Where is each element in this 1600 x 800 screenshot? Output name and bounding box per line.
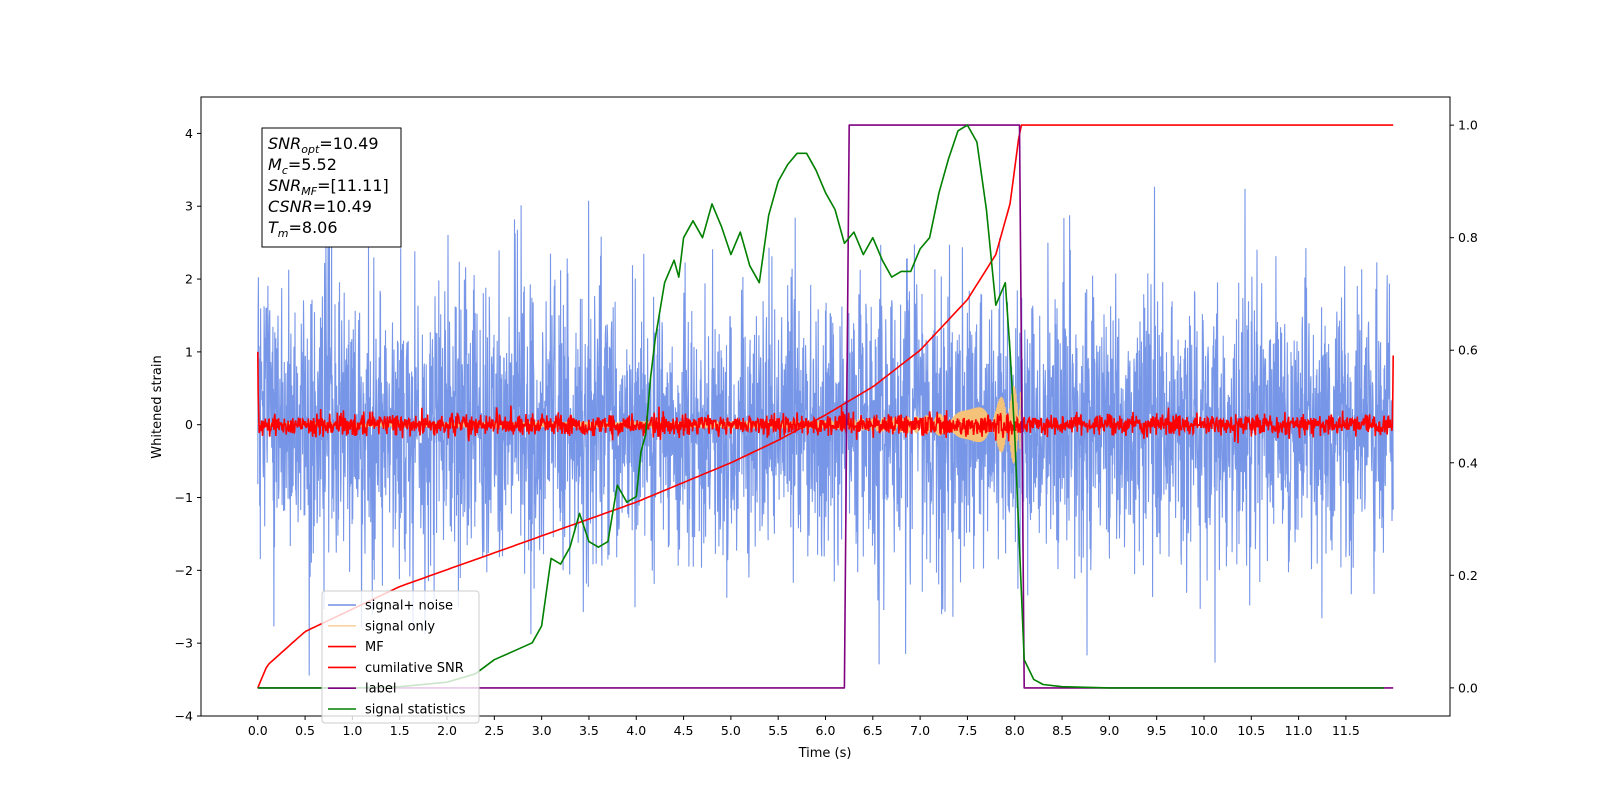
x-tick-label: 9.0 [1099, 723, 1119, 738]
y2-tick-label: 0.0 [1458, 680, 1478, 695]
legend-label: label [365, 682, 396, 697]
series-mf [257, 351, 1394, 444]
x-tick-label: 9.5 [1147, 723, 1167, 738]
y2-tick-label: 1.0 [1458, 118, 1478, 133]
y-axis-right: 0.0 0.2 0.4 0.6 0.8 1.0 [1450, 118, 1478, 695]
x-tick-label: 10.0 [1190, 723, 1218, 738]
x-tick-label: 6.5 [863, 723, 883, 738]
legend-label: cumilative SNR [365, 661, 464, 676]
info-box-frame [261, 127, 402, 248]
x-tick-label: 1.5 [390, 723, 410, 738]
plot-area [257, 124, 1394, 689]
x-axis: 0.0 0.5 1.0 1.5 2.0 2.5 3.0 3.5 4.0 4.5 5.0 5.5 6.0 6… [248, 716, 1360, 738]
x-tick-label: 11.0 [1285, 723, 1313, 738]
y2-tick-label: 0.8 [1458, 230, 1478, 245]
x-tick-label: 7.5 [957, 723, 977, 738]
legend-label: MF [365, 640, 384, 655]
y2-tick-label: 0.6 [1458, 343, 1478, 358]
y-tick-label: 0 [185, 417, 193, 432]
x-tick-label: 4.5 [674, 723, 694, 738]
info-line: Tm=8.06 [268, 218, 338, 240]
x-tick-label: 11.5 [1332, 723, 1360, 738]
legend-label: signal+ noise [365, 599, 453, 614]
x-tick-label: 2.0 [437, 723, 457, 738]
y-tick-label: −4 [175, 709, 193, 724]
y-tick-label: −2 [175, 563, 193, 578]
x-tick-label: 0.0 [248, 723, 268, 738]
info-box: SNRopt=10.49Mc=5.52SNRMF=[11.11]CSNR=10.… [261, 127, 402, 248]
y-tick-label: 1 [185, 344, 193, 359]
y-axis-left: −4 −3 −2 −1 0 1 2 3 4 [175, 126, 201, 724]
x-axis-label: Time (s) [798, 746, 852, 761]
y-axis-label: Whitened strain [150, 355, 165, 458]
x-tick-label: 4.0 [626, 723, 646, 738]
x-tick-label: 1.0 [342, 723, 362, 738]
legend: signal+ noise signal only MF cumilative SNR… [321, 590, 480, 724]
x-tick-label: 5.5 [768, 723, 788, 738]
info-line: SNRMF=[11.11] [268, 176, 389, 198]
series-signal-only [257, 385, 1021, 464]
series-signal-statistics [257, 124, 1384, 689]
x-tick-label: 7.0 [910, 723, 930, 738]
x-tick-label: 3.0 [532, 723, 552, 738]
y2-tick-label: 0.4 [1458, 455, 1478, 470]
y-tick-label: 2 [185, 272, 193, 287]
y-tick-label: 3 [185, 199, 193, 214]
x-tick-label: 6.0 [816, 723, 836, 738]
x-tick-label: 10.5 [1237, 723, 1265, 738]
info-line: Mc=5.52 [268, 155, 337, 177]
series-cumilative-snr [257, 124, 1394, 689]
x-tick-label: 2.5 [484, 723, 504, 738]
y2-tick-label: 0.2 [1458, 568, 1478, 583]
legend-frame [321, 590, 480, 724]
x-tick-label: 8.5 [1052, 723, 1072, 738]
x-tick-label: 8.0 [1005, 723, 1025, 738]
x-tick-label: 0.5 [295, 723, 315, 738]
series-signal-noise [257, 186, 1394, 676]
x-tick-label: 5.0 [721, 723, 741, 738]
y-tick-label: 4 [185, 126, 193, 141]
y-tick-label: −1 [175, 490, 193, 505]
info-line: CSNR=10.49 [268, 197, 372, 216]
info-line: SNRopt=10.49 [268, 134, 379, 156]
x-tick-label: 3.5 [579, 723, 599, 738]
y-tick-label: −3 [175, 636, 193, 651]
legend-label: signal only [365, 619, 435, 634]
legend-label: signal statistics [365, 703, 466, 718]
